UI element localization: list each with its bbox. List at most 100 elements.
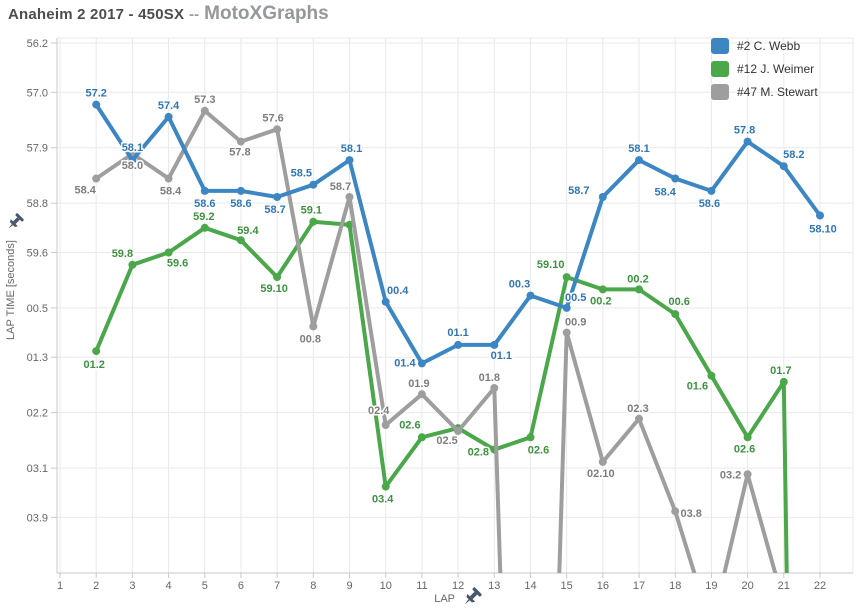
- data-label-2-c-webb-lap-17: 58.1: [628, 143, 649, 155]
- data-label-2-c-webb-lap-20: 57.8: [734, 125, 755, 137]
- x-tick-label: 20: [741, 580, 753, 592]
- data-point-2-c-webb-lap-3[interactable]: [128, 156, 137, 165]
- data-point-2-c-webb-lap-18[interactable]: [671, 174, 680, 183]
- data-point-12-j-weimer-lap-4[interactable]: [164, 248, 173, 257]
- data-point-12-j-weimer-lap-17[interactable]: [635, 285, 643, 294]
- data-point-12-j-weimer-lap-15[interactable]: [562, 273, 571, 282]
- data-point-2-c-webb-lap-12[interactable]: [454, 340, 463, 349]
- legend-label: #47 M. Stewart: [737, 85, 818, 99]
- data-point-2-c-webb-lap-19[interactable]: [707, 186, 716, 195]
- data-point-47-m-stewart-lap-20[interactable]: [743, 470, 752, 479]
- data-point-47-m-stewart-lap-16[interactable]: [598, 457, 607, 466]
- data-point-12-j-weimer-lap-20[interactable]: [743, 433, 752, 442]
- data-label-2-c-webb-lap-19: 58.6: [699, 198, 720, 210]
- x-axis-pin-icon[interactable]: [461, 587, 482, 608]
- data-point-2-c-webb-lap-11[interactable]: [417, 359, 426, 368]
- data-point-12-j-weimer-lap-19[interactable]: [707, 371, 716, 380]
- x-tick-label: 21: [778, 580, 790, 592]
- data-label-47-m-stewart-lap-18: 03.8: [680, 508, 701, 520]
- data-label-2-c-webb-lap-7: 58.7: [264, 204, 285, 216]
- y-tick-label: 57.9: [27, 143, 48, 155]
- data-point-47-m-stewart-lap-15[interactable]: [562, 328, 571, 337]
- data-point-2-c-webb-lap-8[interactable]: [309, 180, 318, 189]
- data-point-47-m-stewart-lap-8[interactable]: [309, 322, 318, 331]
- data-point-2-c-webb-lap-10[interactable]: [381, 297, 390, 306]
- x-tick-label: 15: [561, 580, 573, 592]
- x-tick-label: 4: [166, 580, 172, 592]
- data-point-2-c-webb-lap-13[interactable]: [490, 340, 499, 349]
- data-point-12-j-weimer-lap-5[interactable]: [200, 223, 209, 232]
- data-label-12-j-weimer-lap-15: 59.10: [537, 259, 565, 271]
- data-point-12-j-weimer-lap-14[interactable]: [526, 433, 535, 442]
- data-label-12-j-weimer-lap-13: 02.8: [468, 447, 489, 459]
- data-point-47-m-stewart-lap-9[interactable]: [345, 193, 354, 201]
- data-label-47-m-stewart-lap-13: 01.8: [479, 372, 500, 384]
- data-point-12-j-weimer-lap-6[interactable]: [236, 236, 245, 245]
- data-point-47-m-stewart-lap-10[interactable]: [381, 421, 390, 429]
- data-point-12-j-weimer-lap-18[interactable]: [671, 310, 680, 319]
- data-label-2-c-webb-lap-12: 01.1: [447, 327, 468, 339]
- data-point-12-j-weimer-lap-21[interactable]: [779, 377, 788, 386]
- data-point-2-c-webb-lap-9[interactable]: [345, 156, 354, 165]
- data-point-47-m-stewart-lap-21[interactable]: [780, 600, 788, 608]
- data-label-12-j-weimer-lap-6: 59.4: [237, 225, 259, 237]
- data-point-2-c-webb-lap-21[interactable]: [779, 162, 788, 171]
- y-axis-pin-icon[interactable]: [5, 213, 24, 232]
- data-point-12-j-weimer-lap-9[interactable]: [345, 220, 354, 229]
- data-point-47-m-stewart-lap-18[interactable]: [671, 507, 680, 516]
- data-label-2-c-webb-lap-22: 58.10: [809, 224, 837, 236]
- data-label-47-m-stewart-lap-20: 03.2: [720, 469, 741, 481]
- legend: #2 C. Webb #12 J. Weimer #47 M. Stewart: [711, 38, 818, 107]
- y-tick-label: 00.5: [27, 303, 48, 315]
- legend-item-2-c-webb[interactable]: #2 C. Webb: [711, 38, 818, 54]
- data-point-47-m-stewart-lap-4[interactable]: [164, 174, 173, 183]
- data-label-2-c-webb-lap-2: 57.2: [85, 88, 106, 100]
- data-label-2-c-webb-lap-6: 58.6: [230, 198, 251, 210]
- data-point-2-c-webb-lap-17[interactable]: [635, 156, 643, 165]
- data-label-12-j-weimer-lap-4: 59.6: [167, 258, 188, 270]
- data-point-2-c-webb-lap-14[interactable]: [526, 291, 535, 300]
- x-tick-label: 8: [310, 580, 316, 592]
- data-point-2-c-webb-lap-2[interactable]: [92, 100, 101, 109]
- data-point-47-m-stewart-lap-12[interactable]: [454, 427, 463, 436]
- data-point-47-m-stewart-lap-13[interactable]: [490, 384, 499, 392]
- x-tick-label: 1: [57, 580, 63, 592]
- legend-item-12-j-weimer[interactable]: #12 J. Weimer: [711, 61, 818, 77]
- data-point-2-c-webb-lap-20[interactable]: [743, 137, 752, 146]
- data-point-2-c-webb-lap-7[interactable]: [273, 193, 282, 201]
- data-label-12-j-weimer-lap-11: 02.6: [399, 419, 420, 431]
- data-point-2-c-webb-lap-4[interactable]: [164, 112, 173, 121]
- data-point-12-j-weimer-lap-2[interactable]: [92, 347, 101, 356]
- data-label-12-j-weimer-lap-2: 01.2: [83, 359, 104, 371]
- data-point-2-c-webb-lap-16[interactable]: [598, 193, 607, 201]
- y-axis-title: LAP TIME [seconds]: [5, 240, 17, 340]
- y-tick-label: 58.8: [27, 198, 48, 210]
- x-tick-label: 22: [814, 580, 826, 592]
- x-tick-label: 5: [202, 580, 208, 592]
- data-point-12-j-weimer-lap-7[interactable]: [273, 273, 282, 282]
- data-point-2-c-webb-lap-5[interactable]: [200, 186, 209, 195]
- data-point-47-m-stewart-lap-2[interactable]: [92, 174, 101, 183]
- data-point-47-m-stewart-lap-5[interactable]: [200, 106, 209, 115]
- data-point-47-m-stewart-lap-11[interactable]: [417, 390, 426, 399]
- data-point-12-j-weimer-lap-10[interactable]: [381, 482, 390, 491]
- data-point-12-j-weimer-lap-11[interactable]: [417, 433, 426, 442]
- data-point-47-m-stewart-lap-7[interactable]: [273, 125, 282, 134]
- data-label-2-c-webb-lap-8: 58.5: [291, 168, 312, 180]
- data-point-12-j-weimer-lap-8[interactable]: [309, 217, 318, 226]
- data-point-2-c-webb-lap-6[interactable]: [236, 186, 245, 195]
- data-label-12-j-weimer-lap-14: 02.6: [528, 444, 549, 456]
- data-point-12-j-weimer-lap-16[interactable]: [598, 285, 607, 294]
- data-point-47-m-stewart-lap-17[interactable]: [635, 414, 643, 423]
- data-point-47-m-stewart-lap-6[interactable]: [236, 137, 245, 146]
- legend-item-47-m-stewart[interactable]: #47 M. Stewart: [711, 84, 818, 100]
- series-line-47-m-stewart[interactable]: [94, 108, 784, 611]
- data-point-12-j-weimer-lap-3[interactable]: [128, 260, 137, 269]
- data-point-2-c-webb-lap-22[interactable]: [816, 211, 824, 220]
- data-label-12-j-weimer-lap-19: 01.6: [687, 381, 708, 393]
- y-tick-label: 03.9: [27, 512, 48, 524]
- data-label-2-c-webb-lap-18: 58.4: [654, 187, 676, 199]
- data-label-47-m-stewart-lap-17: 02.3: [627, 403, 648, 415]
- data-point-2-c-webb-lap-15[interactable]: [562, 303, 571, 312]
